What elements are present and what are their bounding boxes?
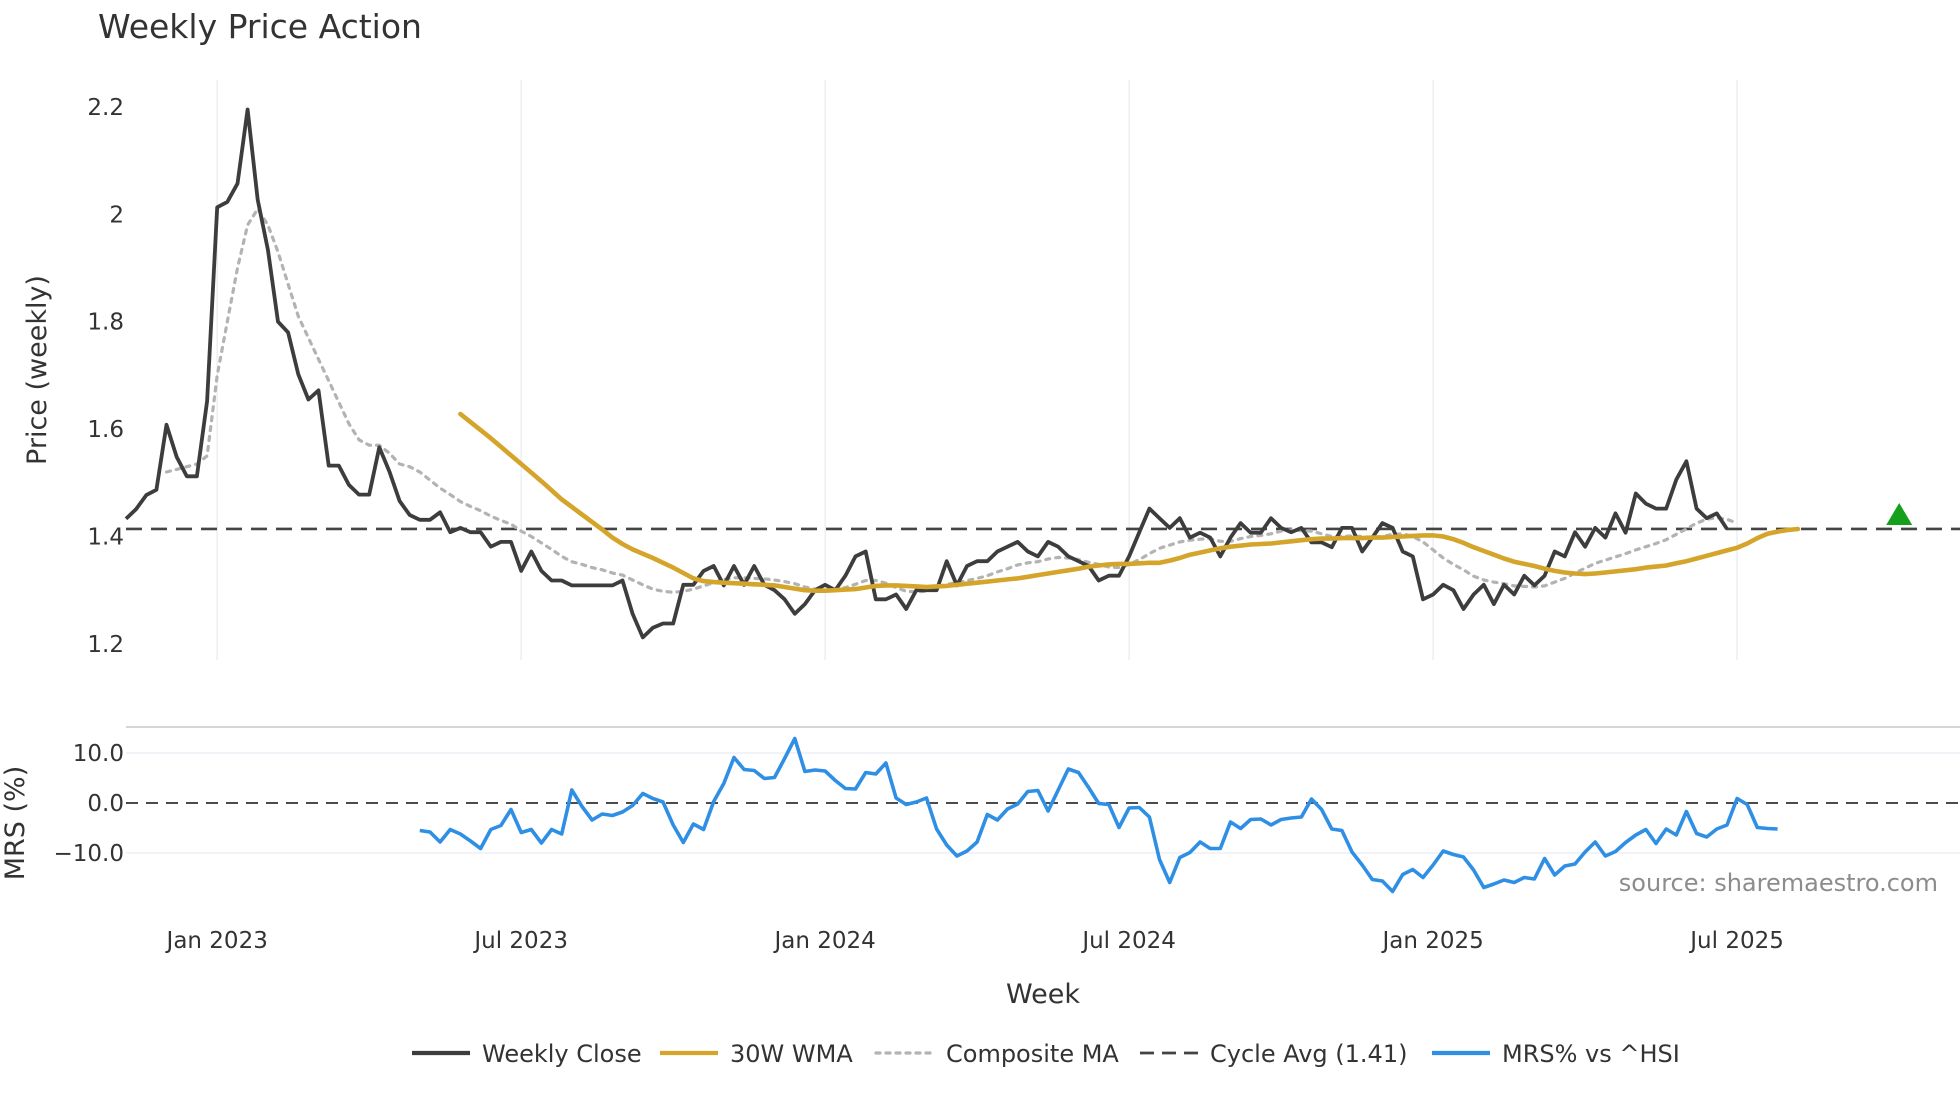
wma-30w-line bbox=[458, 411, 1801, 593]
legend-label: MRS% vs ^HSI bbox=[1502, 1040, 1680, 1068]
y-tick-labels: 1.2 1.4 1.6 1.8 2 2.2 10.0 0.0 −10.0 bbox=[54, 95, 124, 867]
x-tick-label: Jul 2023 bbox=[472, 928, 568, 954]
price-axis-label: Price (weekly) bbox=[22, 275, 53, 465]
mrs-tick-label: 10.0 bbox=[73, 741, 124, 767]
legend-label: Composite MA bbox=[946, 1040, 1119, 1068]
mrs-series bbox=[419, 736, 1778, 894]
x-tick-label: Jul 2024 bbox=[1080, 928, 1176, 954]
x-tick-label: Jan 2024 bbox=[772, 928, 875, 954]
price-tick-label: 2.2 bbox=[87, 95, 124, 121]
mrs-axis-label: MRS (%) bbox=[0, 766, 31, 881]
watermark: source: sharemaestro.com bbox=[1619, 869, 1938, 897]
legend-label: Weekly Close bbox=[482, 1040, 642, 1068]
mrs-line bbox=[419, 736, 1778, 894]
x-tick-label: Jan 2025 bbox=[1380, 928, 1483, 954]
price-series bbox=[124, 107, 1913, 640]
price-tick-label: 1.2 bbox=[87, 632, 124, 658]
x-tick-label: Jan 2023 bbox=[165, 928, 268, 954]
price-tick-label: 2 bbox=[109, 202, 124, 228]
reference-lines bbox=[126, 527, 1960, 804]
mrs-tick-label: −10.0 bbox=[54, 841, 124, 867]
x-tick-label: Jul 2025 bbox=[1688, 928, 1784, 954]
legend-label: Cycle Avg (1.41) bbox=[1210, 1040, 1407, 1068]
weekly-close-line bbox=[124, 107, 1729, 640]
price-tick-label: 1.8 bbox=[87, 310, 124, 336]
price-tick-label: 1.6 bbox=[87, 417, 124, 443]
legend-label: 30W WMA bbox=[730, 1040, 853, 1068]
mrs-tick-label: 0.0 bbox=[87, 791, 124, 817]
price-tick-label: 1.4 bbox=[87, 524, 124, 550]
x-tick-labels: Jan 2023 Jul 2023 Jan 2024 Jul 2024 Jan 2025… bbox=[165, 928, 1784, 954]
signal-marker-triangle bbox=[1886, 503, 1913, 525]
composite-ma-line bbox=[164, 207, 1739, 594]
chart-title: Weekly Price Action bbox=[98, 7, 422, 46]
x-axis-label: Week bbox=[1006, 979, 1080, 1010]
grid-layer bbox=[126, 80, 1960, 854]
legend: Weekly Close 30W WMA Composite MA Cycle Avg… bbox=[412, 1040, 1680, 1068]
